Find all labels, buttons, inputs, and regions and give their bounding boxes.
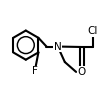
Text: O: O [78,67,86,77]
Text: Cl: Cl [87,26,98,36]
Text: N: N [54,42,62,52]
Text: F: F [32,66,38,76]
